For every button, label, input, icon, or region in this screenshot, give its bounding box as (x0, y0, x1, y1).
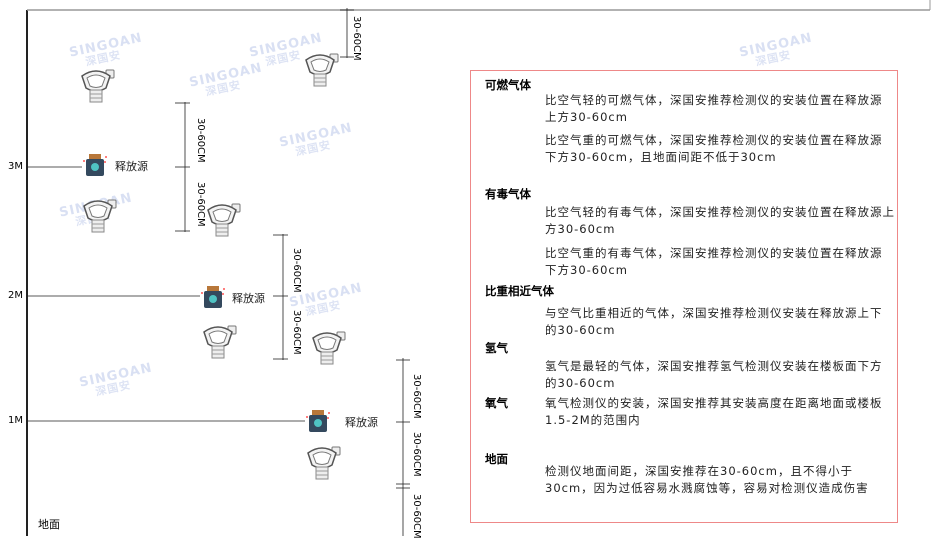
note-text: 比空气重的可燃气体，深国安推荐检测仪的安装位置在释放源下方30-60cm，且地面… (545, 133, 883, 164)
note-text: 与空气比重相近的气体，深国安推荐检测仪安装在释放源上下的30-60cm (545, 306, 883, 337)
level-label-1m: 1M (8, 415, 23, 426)
gas-detector-icon (302, 445, 344, 485)
ground-label: 地面 (38, 518, 60, 531)
dimension-label: 30-60CM (411, 374, 422, 419)
section-heading: 比重相近气体 (485, 284, 554, 298)
dimension-label: 30-60CM (195, 118, 206, 163)
note-text: 氧气检测仪的安装，深国安推荐其安装高度在距离地面或楼板1.5-2M的范围内 (545, 396, 883, 427)
gas-detector-icon (76, 68, 118, 108)
note-text: 氢气是最轻的气体，深国安推荐氢气检测仪安装在楼板面下方的30-60cm (545, 359, 883, 390)
release-source-icon (305, 408, 331, 438)
note-text: 比空气重的有毒气体，深国安推荐检测仪的安装位置在释放源下方30-60cm (545, 246, 883, 277)
note-text: 比空气轻的可燃气体，深国安推荐检测仪的安装位置在释放源上方30-60cm (545, 93, 883, 124)
gas-detector-icon (202, 202, 244, 242)
level-label-3m: 3M (8, 161, 23, 172)
section-heading: 地面 (485, 452, 508, 466)
dimension-label: 30-60CM (195, 182, 206, 227)
level-label-2m: 2M (8, 290, 23, 301)
release-source-label: 释放源 (232, 292, 265, 305)
section-heading: 氢气 (485, 341, 508, 355)
dimension-label: 30-60CM (411, 494, 422, 539)
dimension-label: 30-60CM (291, 310, 302, 355)
note-text: 比空气轻的有毒气体，深国安推荐检测仪的安装位置在释放源上方30-60cm (545, 205, 895, 236)
section-heading: 有毒气体 (485, 187, 531, 201)
section-heading: 氧气 (485, 396, 508, 410)
gas-detector-icon (198, 324, 240, 364)
gas-detector-icon (300, 52, 342, 92)
dimension-label: 30-60CM (411, 432, 422, 477)
gas-detector-icon (78, 198, 120, 238)
dimension-label: 30-60CM (291, 248, 302, 293)
release-source-icon (200, 284, 226, 314)
installation-notes-panel: 可燃气体 比空气轻的可燃气体，深国安推荐检测仪的安装位置在释放源上方30-60c… (470, 70, 898, 523)
dimension-label: 30-60CM (351, 16, 362, 61)
release-source-label: 释放源 (115, 160, 148, 173)
release-source-icon (82, 152, 108, 182)
note-text: 检测仪地面间距，深国安推荐在30-60cm，且不得小于30cm，因为过低容易水溅… (545, 464, 869, 495)
dimension-lines (175, 8, 410, 536)
release-source-label: 释放源 (345, 416, 378, 429)
gas-detector-icon (307, 330, 349, 370)
section-heading: 可燃气体 (485, 78, 531, 92)
